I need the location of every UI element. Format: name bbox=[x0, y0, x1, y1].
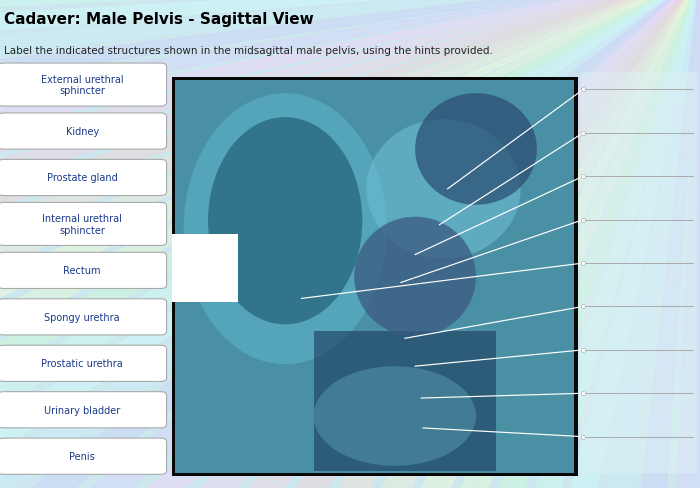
Polygon shape bbox=[144, 0, 700, 488]
FancyBboxPatch shape bbox=[172, 78, 578, 476]
Polygon shape bbox=[84, 0, 700, 488]
Text: Penis: Penis bbox=[69, 451, 95, 461]
Polygon shape bbox=[267, 0, 700, 488]
Polygon shape bbox=[0, 0, 700, 307]
FancyBboxPatch shape bbox=[314, 332, 496, 471]
Text: Spongy urethra: Spongy urethra bbox=[44, 312, 120, 322]
Ellipse shape bbox=[208, 118, 363, 325]
Text: Rectum: Rectum bbox=[64, 266, 101, 276]
Text: External urethral
sphincter: External urethral sphincter bbox=[41, 75, 124, 96]
FancyBboxPatch shape bbox=[0, 114, 167, 150]
Polygon shape bbox=[0, 0, 700, 175]
Polygon shape bbox=[395, 0, 700, 488]
Text: Internal urethral
sphincter: Internal urethral sphincter bbox=[42, 214, 122, 235]
FancyBboxPatch shape bbox=[0, 203, 167, 246]
FancyBboxPatch shape bbox=[0, 346, 167, 382]
Text: Prostatic urethra: Prostatic urethra bbox=[41, 359, 123, 368]
FancyBboxPatch shape bbox=[0, 160, 167, 196]
Text: Prostate gland: Prostate gland bbox=[47, 173, 118, 183]
Polygon shape bbox=[656, 0, 700, 488]
Ellipse shape bbox=[183, 94, 386, 365]
Polygon shape bbox=[0, 0, 700, 39]
Polygon shape bbox=[0, 0, 700, 392]
Ellipse shape bbox=[354, 217, 476, 337]
FancyBboxPatch shape bbox=[0, 253, 167, 289]
Polygon shape bbox=[0, 0, 700, 474]
Ellipse shape bbox=[314, 366, 476, 466]
Polygon shape bbox=[0, 0, 700, 84]
FancyBboxPatch shape bbox=[0, 299, 167, 335]
FancyBboxPatch shape bbox=[0, 438, 167, 474]
Ellipse shape bbox=[366, 120, 521, 259]
Polygon shape bbox=[0, 0, 700, 264]
Text: Kidney: Kidney bbox=[66, 127, 99, 137]
Polygon shape bbox=[205, 0, 700, 488]
Ellipse shape bbox=[415, 94, 537, 205]
Polygon shape bbox=[0, 0, 700, 130]
Polygon shape bbox=[590, 0, 700, 488]
Polygon shape bbox=[459, 0, 700, 488]
Polygon shape bbox=[0, 0, 700, 220]
FancyBboxPatch shape bbox=[0, 392, 167, 428]
FancyBboxPatch shape bbox=[172, 234, 238, 303]
Text: Urinary bladder: Urinary bladder bbox=[44, 405, 120, 415]
Polygon shape bbox=[524, 0, 700, 488]
Polygon shape bbox=[0, 0, 700, 434]
Polygon shape bbox=[25, 0, 700, 488]
FancyBboxPatch shape bbox=[175, 81, 574, 473]
FancyBboxPatch shape bbox=[0, 64, 167, 107]
Text: Label the indicated structures shown in the midsagittal male pelvis, using the h: Label the indicated structures shown in … bbox=[4, 46, 492, 56]
Polygon shape bbox=[330, 0, 700, 488]
FancyBboxPatch shape bbox=[581, 73, 696, 473]
Text: Cadaver: Male Pelvis - Sagittal View: Cadaver: Male Pelvis - Sagittal View bbox=[4, 12, 314, 27]
Polygon shape bbox=[0, 0, 700, 350]
